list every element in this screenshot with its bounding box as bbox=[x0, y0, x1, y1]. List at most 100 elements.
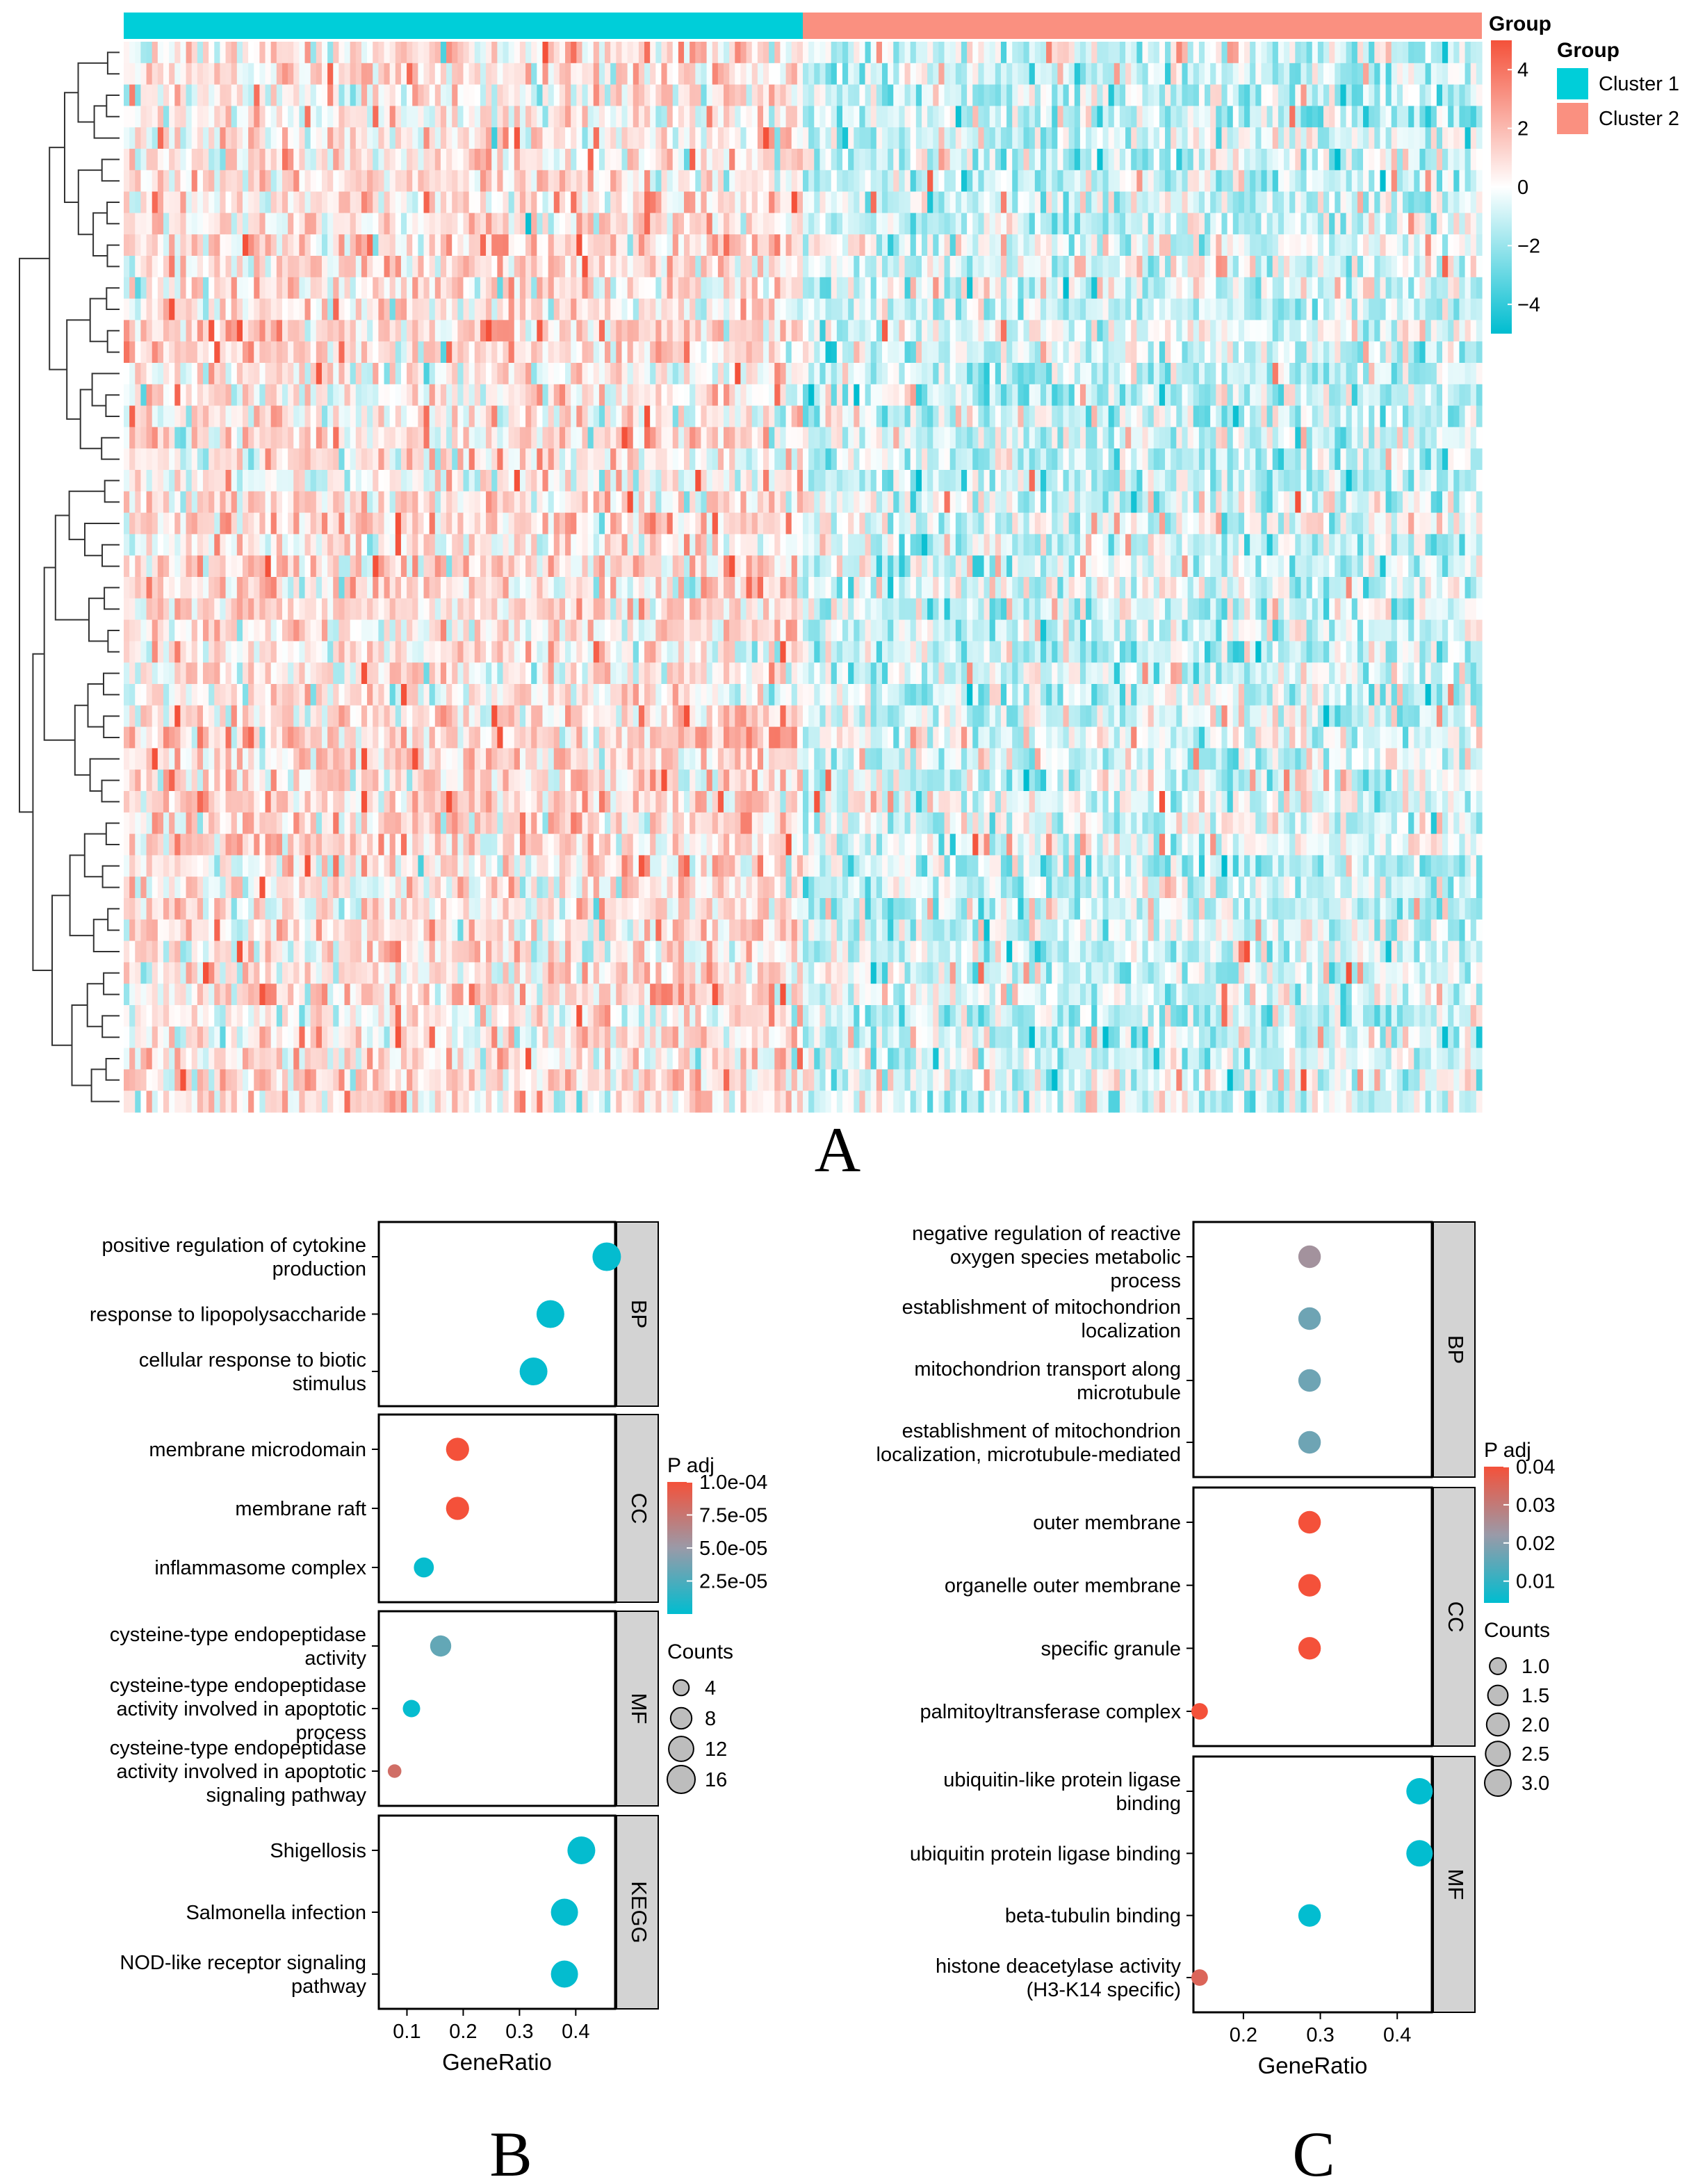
heatmap-cell bbox=[808, 363, 815, 385]
heatmap-cell bbox=[169, 341, 175, 364]
heatmap-cell bbox=[1057, 363, 1064, 385]
heatmap-cell bbox=[690, 106, 696, 128]
heatmap-cell bbox=[519, 170, 526, 193]
heatmap-cell bbox=[1459, 127, 1466, 149]
heatmap-cell bbox=[888, 448, 894, 471]
heatmap-cell bbox=[712, 191, 719, 213]
heatmap-cell bbox=[548, 448, 555, 471]
heatmap-cell bbox=[1385, 448, 1392, 471]
heatmap-cell bbox=[508, 320, 515, 342]
heatmap-cell bbox=[967, 84, 973, 106]
heatmap-cell bbox=[1380, 427, 1387, 449]
heatmap-cell bbox=[1068, 63, 1075, 85]
heatmap-cell bbox=[1029, 213, 1036, 235]
heatmap-cell bbox=[559, 234, 566, 256]
heatmap-cell bbox=[888, 363, 894, 385]
heatmap-cell bbox=[961, 405, 968, 427]
heatmap-cell bbox=[452, 405, 458, 427]
heatmap-cell bbox=[191, 427, 198, 449]
heatmap-cell bbox=[333, 363, 339, 385]
heatmap-cell bbox=[876, 298, 883, 320]
heatmap-cell bbox=[209, 63, 215, 85]
heatmap-cell bbox=[310, 170, 317, 193]
heatmap-cell bbox=[1295, 384, 1302, 407]
heatmap-cell bbox=[1153, 320, 1160, 342]
heatmap-cell bbox=[525, 298, 532, 320]
heatmap-cell bbox=[712, 363, 719, 385]
heatmap-cell bbox=[904, 42, 911, 64]
heatmap-cell bbox=[661, 448, 668, 471]
heatmap-cell bbox=[814, 341, 821, 364]
heatmap-cell bbox=[1430, 448, 1437, 471]
heatmap-cell bbox=[989, 63, 996, 85]
heatmap-cell bbox=[304, 320, 311, 342]
heatmap-cell bbox=[486, 277, 492, 300]
heatmap-cell bbox=[254, 277, 260, 300]
heatmap-cell bbox=[429, 448, 436, 471]
heatmap-cell bbox=[565, 127, 571, 149]
heatmap-cell bbox=[1159, 234, 1166, 256]
heatmap-cell bbox=[1000, 298, 1007, 320]
heatmap-cell bbox=[486, 191, 492, 213]
heatmap-cell bbox=[1000, 170, 1007, 193]
heatmap-cell bbox=[1148, 384, 1155, 407]
heatmap-cell bbox=[740, 470, 747, 492]
heatmap-cell bbox=[220, 277, 227, 300]
heatmap-cell bbox=[961, 341, 968, 364]
heatmap-cell bbox=[610, 298, 617, 320]
heatmap-cell bbox=[933, 320, 939, 342]
heatmap-cell bbox=[757, 213, 764, 235]
heatmap-cell bbox=[915, 405, 922, 427]
heatmap-cell bbox=[191, 191, 198, 213]
heatmap-cell bbox=[1131, 84, 1137, 106]
heatmap-cell bbox=[933, 448, 939, 471]
heatmap-cell bbox=[1052, 84, 1058, 106]
heatmap-cell bbox=[1459, 427, 1466, 449]
heatmap-cell bbox=[684, 448, 690, 471]
heatmap-cell bbox=[474, 213, 481, 235]
heatmap-cell bbox=[1176, 448, 1183, 471]
heatmap-cell bbox=[242, 341, 249, 364]
heatmap-cell bbox=[621, 127, 628, 149]
heatmap-cell bbox=[1329, 234, 1335, 256]
heatmap-cell bbox=[548, 63, 555, 85]
heatmap-cell bbox=[1221, 298, 1228, 320]
heatmap-cell bbox=[655, 363, 662, 385]
heatmap-cell bbox=[1006, 277, 1013, 300]
heatmap-cell bbox=[803, 170, 809, 193]
heatmap-cell bbox=[751, 63, 758, 85]
heatmap-cell bbox=[870, 427, 877, 449]
heatmap-cell bbox=[350, 234, 357, 256]
heatmap-cell bbox=[225, 127, 232, 149]
heatmap-cell bbox=[995, 363, 1002, 385]
heatmap-cell bbox=[888, 470, 894, 492]
heatmap-cell bbox=[667, 106, 674, 128]
heatmap-cell bbox=[474, 84, 481, 106]
heatmap-cell bbox=[463, 234, 470, 256]
heatmap-cell bbox=[836, 405, 843, 427]
heatmap-cell bbox=[729, 384, 735, 407]
heatmap-cell bbox=[129, 363, 136, 385]
heatmap-cell bbox=[231, 106, 238, 128]
heatmap-cell bbox=[927, 341, 933, 364]
heatmap-cell bbox=[373, 341, 379, 364]
heatmap-cell bbox=[163, 256, 170, 278]
heatmap-cell bbox=[186, 234, 193, 256]
heatmap-cell bbox=[152, 256, 158, 278]
heatmap-cell bbox=[344, 63, 351, 85]
heatmap-cell bbox=[231, 448, 238, 471]
heatmap-cell bbox=[503, 298, 509, 320]
heatmap-cell bbox=[565, 341, 571, 364]
heatmap-cell bbox=[1046, 427, 1052, 449]
heatmap-cell bbox=[1091, 170, 1098, 193]
heatmap-cell bbox=[1142, 256, 1149, 278]
heatmap-cell bbox=[1453, 42, 1460, 64]
heatmap-cell bbox=[1205, 363, 1211, 385]
heatmap-cell bbox=[746, 213, 753, 235]
heatmap-cell bbox=[146, 42, 153, 64]
heatmap-cell bbox=[378, 149, 385, 171]
heatmap-cell bbox=[288, 149, 294, 171]
heatmap-cell bbox=[1210, 63, 1216, 85]
heatmap-cell bbox=[344, 448, 351, 471]
heatmap-cell bbox=[129, 149, 136, 171]
